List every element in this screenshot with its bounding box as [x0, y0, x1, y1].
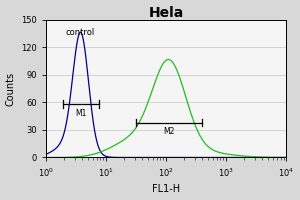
X-axis label: FL1-H: FL1-H [152, 184, 180, 194]
Text: M1: M1 [75, 109, 86, 118]
Y-axis label: Counts: Counts [6, 71, 16, 106]
Text: M2: M2 [164, 127, 175, 136]
Title: Hela: Hela [148, 6, 184, 20]
Text: control: control [66, 28, 95, 37]
